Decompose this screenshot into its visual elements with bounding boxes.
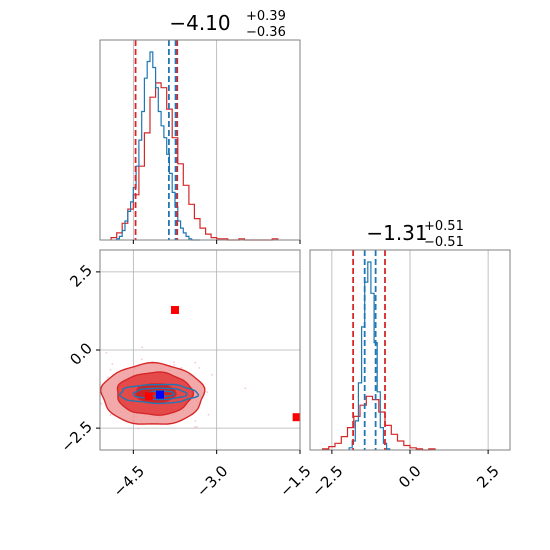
joint-distribution-panel: −4.5 −3.0 −1.5 −2.5 0.0 2.5 xyxy=(58,249,315,501)
scatter-point xyxy=(109,368,112,371)
p3-xtick-label-0: −2.5 xyxy=(308,462,346,500)
p3-xtick-label-2: 2.5 xyxy=(473,462,503,492)
p3-xtick-label-1: 0.0 xyxy=(395,462,425,492)
p2-ytick-label-0: −2.5 xyxy=(58,417,96,455)
scatter-point xyxy=(211,373,213,376)
param1-title: −4.10 xyxy=(169,11,230,35)
p2-xtick-label-1: −3.0 xyxy=(193,462,231,500)
param1-title-sup: +0.39 xyxy=(246,9,286,24)
param2-title-sub: −0.51 xyxy=(424,235,464,250)
p2-xtick-label-2: −1.5 xyxy=(276,462,314,500)
histogram-param1-frame xyxy=(99,39,301,241)
scatter-point xyxy=(140,358,143,361)
scatter-point xyxy=(141,346,144,349)
scatter-point xyxy=(173,364,176,366)
scatter-point xyxy=(90,442,92,444)
blue-contour-1 xyxy=(132,387,188,401)
scatter-point xyxy=(180,367,183,369)
red-marker-2 xyxy=(144,392,153,401)
scatter-point xyxy=(173,361,175,364)
blue-marker-0 xyxy=(156,390,164,399)
scatter-point xyxy=(111,363,114,365)
scatter-point xyxy=(194,419,197,422)
scatter-point xyxy=(137,427,140,430)
param1-blue-histogram xyxy=(116,51,200,241)
scatter-point xyxy=(109,414,112,416)
param1-title-main: −4.10 xyxy=(169,11,230,35)
red-marker-0 xyxy=(171,306,179,314)
scatter-point xyxy=(106,376,109,379)
p2-ytick-label-2: 2.5 xyxy=(66,261,96,291)
blue-contour-0 xyxy=(118,383,200,405)
histogram-param1-panel: −4.10 +0.39 −0.36 xyxy=(99,9,301,244)
scatter-point xyxy=(195,425,198,428)
scatter-point xyxy=(244,387,247,390)
scatter-point xyxy=(206,391,209,394)
p2-ytick-label-1: 0.0 xyxy=(66,339,96,369)
scatter-point xyxy=(207,413,210,416)
param2-blue-histogram xyxy=(348,261,391,450)
scatter-point xyxy=(198,366,201,369)
red-marker-1 xyxy=(292,413,300,422)
histogram-param2-panel: −2.5 0.0 2.5 −1.31 +0.51 −0.51 xyxy=(308,219,511,501)
param1-red-histogram xyxy=(110,82,279,241)
scatter-point xyxy=(100,402,103,405)
p2-xtick-label-0: −4.5 xyxy=(110,462,148,500)
param1-title-sub: −0.36 xyxy=(246,25,286,40)
param2-title-main: −1.31 xyxy=(366,221,427,245)
param2-red-histogram xyxy=(321,395,436,451)
param2-title-sup: +0.51 xyxy=(424,219,464,234)
scatter-point xyxy=(105,351,108,354)
scatter-point xyxy=(194,426,196,428)
scatter-point xyxy=(194,361,197,364)
param2-title: −1.31 xyxy=(366,221,427,245)
